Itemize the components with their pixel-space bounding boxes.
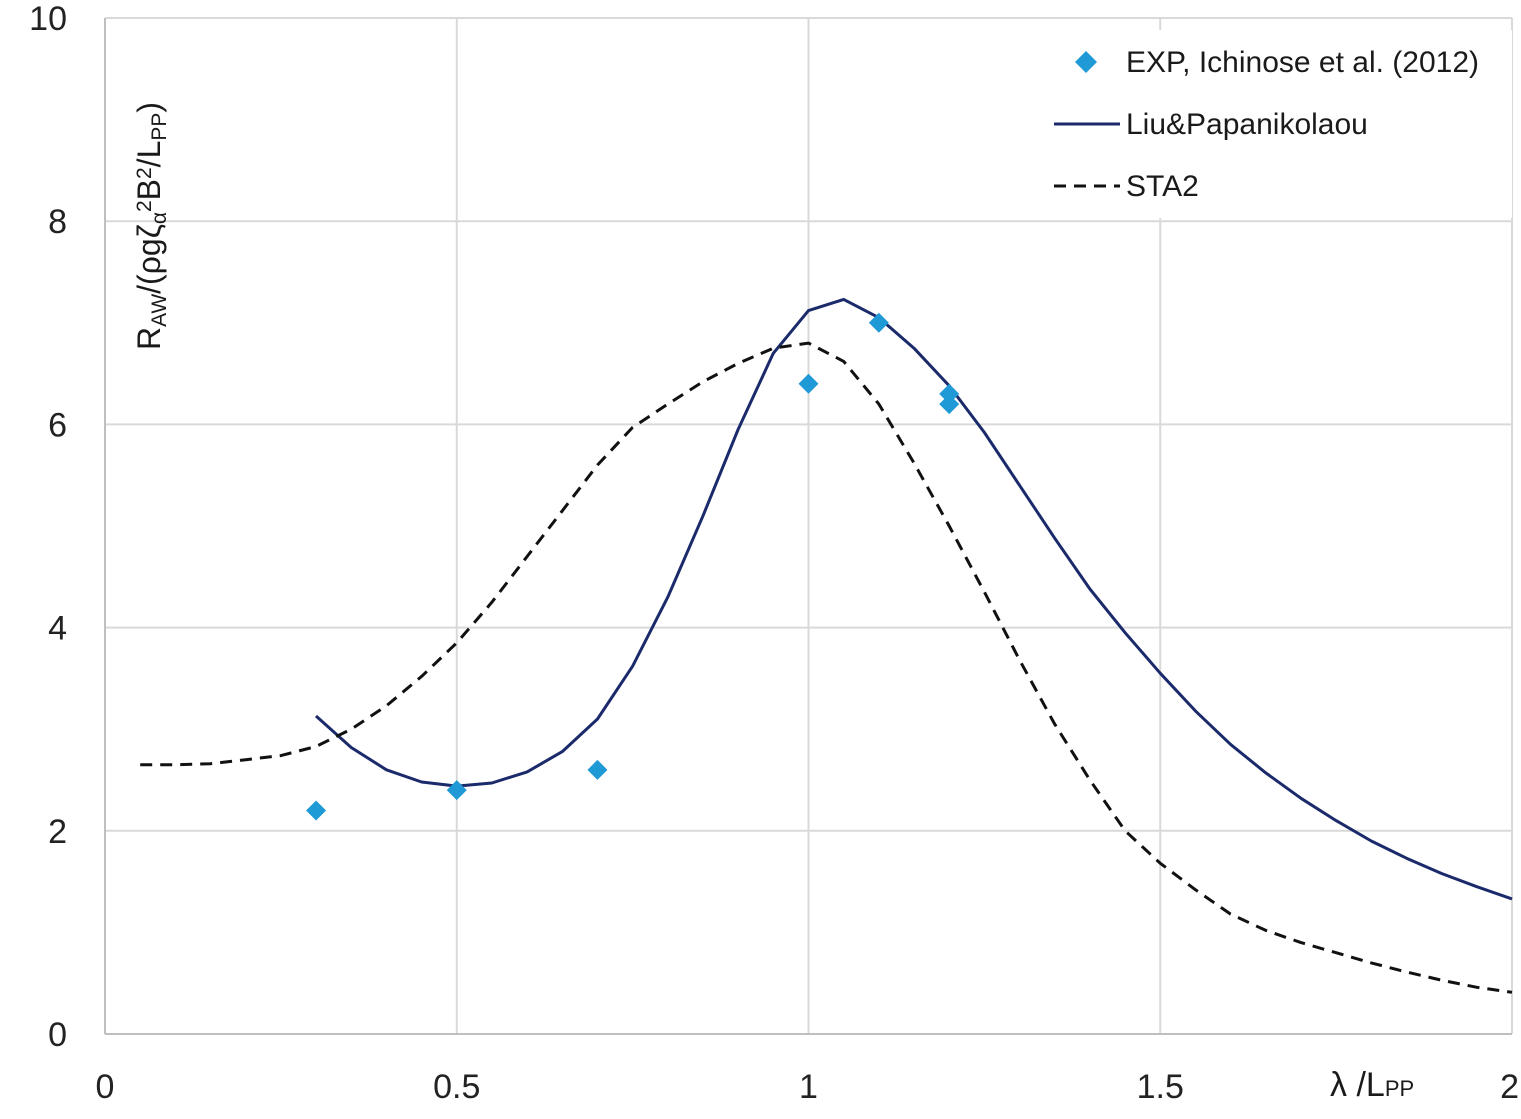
tick-labels: 0 2 4 6 8 10 0 0.5 1 1.5 2 (29, 0, 1519, 1106)
x-tick-label: 0.5 (433, 1068, 480, 1106)
data-point-diamond (939, 394, 960, 415)
y-axis-label-part: R (131, 327, 167, 350)
y-axis-label-part: AW (148, 294, 171, 327)
data-point-diamond (939, 383, 960, 404)
y-axis-label-part: α (148, 212, 171, 224)
y-axis-label-part: /L (131, 141, 167, 168)
grid (105, 17, 1513, 1034)
legend: EXP, Ichinose et al. (2012) Liu&Papanikol… (1040, 30, 1512, 218)
x-axis-label: λ /LPP (1330, 1066, 1414, 1104)
series-liu-line (314, 297, 1513, 901)
axes (104, 18, 1512, 1035)
x-tick-label: 1.5 (1137, 1068, 1184, 1106)
series (140, 297, 1513, 994)
data-point-diamond (798, 373, 819, 394)
data-point-diamond (446, 780, 467, 801)
y-axis-label-part: PP (148, 113, 171, 141)
data-point-diamond (587, 759, 608, 780)
x-tick-label: 0 (96, 1068, 115, 1106)
y-axis-label-part: B (131, 179, 167, 200)
series-sta2-line (140, 341, 1513, 994)
legend-label: STA2 (1126, 170, 1199, 203)
y-tick-label: 2 (48, 813, 67, 851)
y-axis-label-part: /(ρgζ (131, 224, 167, 294)
legend-label: EXP, Ichinose et al. (2012) (1126, 46, 1479, 79)
y-axis-label-part: ) (131, 102, 167, 113)
x-axis-label-main: λ /L (1330, 1066, 1385, 1104)
y-tick-label: 4 (48, 610, 67, 648)
legend-label: Liu&Papanikolaou (1126, 108, 1368, 141)
x-tick-label: 2 (1500, 1068, 1519, 1106)
series-exp-markers (306, 312, 960, 821)
legend-marker-diamond (1075, 51, 1097, 73)
y-tick-label: 8 (48, 203, 67, 241)
x-tick-label: 1 (799, 1068, 818, 1106)
data-point-diamond (306, 800, 327, 821)
data-point-diamond (868, 312, 889, 333)
y-axis-label-part: 2 (133, 167, 156, 179)
y-tick-label: 6 (48, 406, 67, 444)
x-axis-label-sub: PP (1385, 1076, 1414, 1101)
y-tick-label: 10 (29, 0, 67, 38)
y-axis-label-part: 2 (133, 200, 156, 212)
y-tick-label: 0 (48, 1016, 67, 1054)
y-axis-label: RAW/(ρgζα2B2/LPP) (131, 102, 171, 350)
